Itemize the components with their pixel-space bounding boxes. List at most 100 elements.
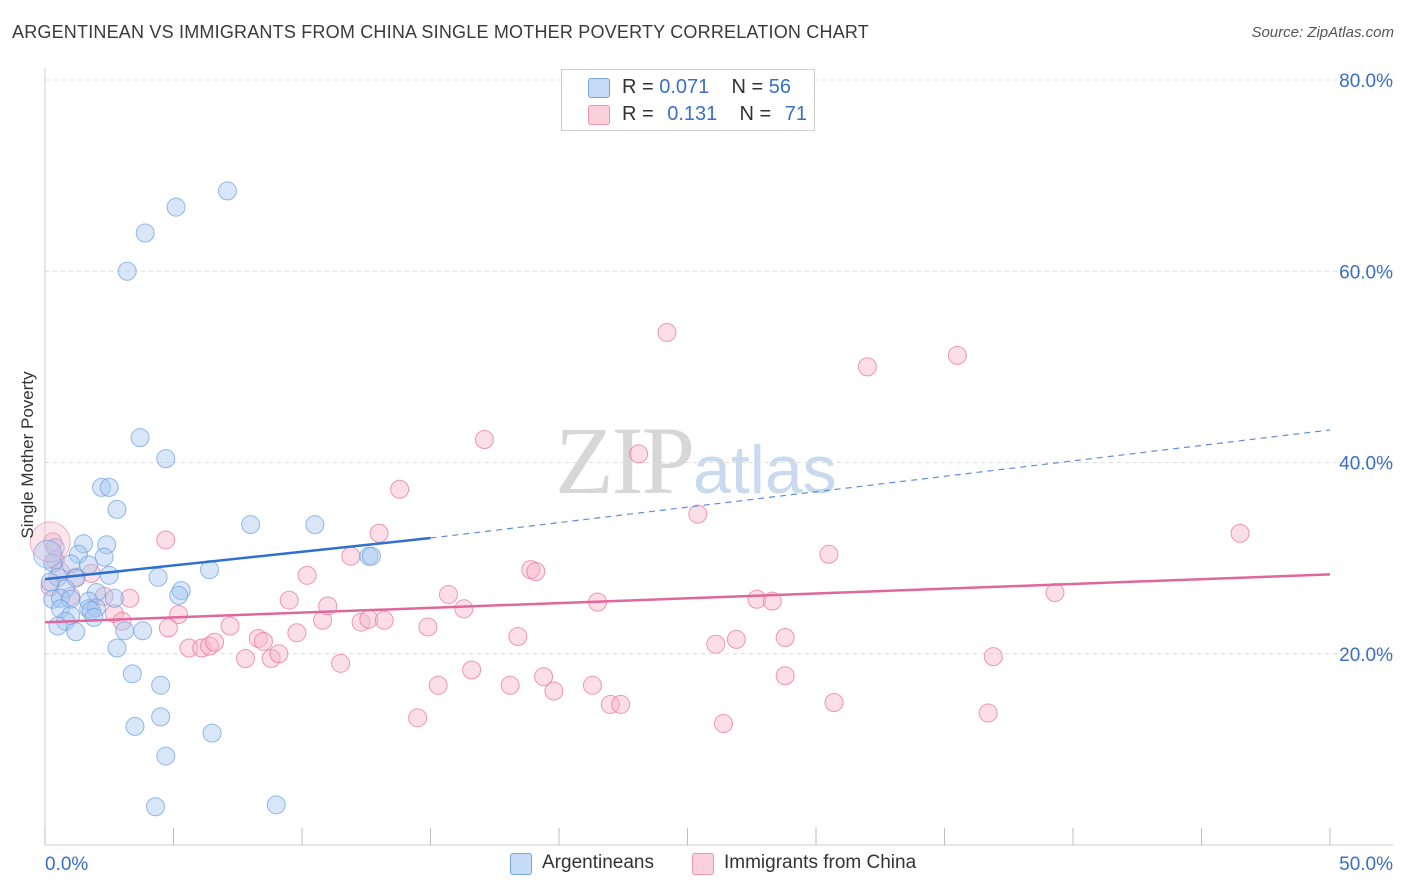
point-argentineans bbox=[92, 477, 112, 497]
point-china bbox=[438, 584, 458, 604]
point-china bbox=[192, 638, 212, 658]
point-argentineans bbox=[33, 539, 63, 569]
point-china bbox=[269, 644, 289, 664]
point-china bbox=[158, 618, 178, 638]
point-argentineans bbox=[68, 544, 88, 564]
point-china bbox=[947, 345, 967, 365]
legend-n-label: N = bbox=[731, 76, 769, 98]
point-china bbox=[428, 675, 448, 695]
point-argentineans bbox=[97, 535, 117, 555]
point-argentineans bbox=[148, 567, 168, 587]
point-argentineans bbox=[74, 534, 94, 554]
point-argentineans bbox=[48, 616, 68, 636]
point-argentineans bbox=[43, 553, 63, 573]
point-argentineans bbox=[122, 664, 142, 684]
point-china bbox=[819, 544, 839, 564]
point-argentineans bbox=[125, 716, 145, 736]
point-china bbox=[156, 530, 176, 550]
point-china bbox=[706, 634, 726, 654]
legend-r-value: 0.131 bbox=[667, 103, 718, 125]
point-argentineans bbox=[241, 515, 261, 535]
point-china bbox=[169, 605, 189, 625]
point-china bbox=[474, 430, 494, 450]
point-argentineans bbox=[305, 515, 325, 535]
point-china bbox=[534, 667, 554, 687]
point-china bbox=[983, 647, 1003, 667]
point-china bbox=[857, 357, 877, 377]
point-china bbox=[500, 675, 520, 695]
point-argentineans bbox=[79, 555, 99, 575]
data-points bbox=[29, 181, 1250, 817]
point-china bbox=[279, 590, 299, 610]
point-china bbox=[235, 649, 255, 669]
point-argentineans bbox=[99, 477, 119, 497]
point-argentineans bbox=[151, 675, 171, 695]
grid-lines bbox=[45, 79, 1393, 655]
trend-lines bbox=[44, 429, 1331, 624]
point-china bbox=[454, 599, 474, 619]
legend-n-value: 56 bbox=[768, 76, 792, 98]
x-tick-label: 0.0% bbox=[45, 854, 88, 875]
legend-r-label: R = bbox=[622, 103, 660, 125]
y-tick-label: 20.0% bbox=[1339, 645, 1393, 666]
legend-swatch-argentineans bbox=[588, 78, 610, 98]
point-china bbox=[253, 631, 273, 651]
legend-label-argentineans: Argentineans bbox=[542, 852, 654, 873]
point-argentineans bbox=[202, 723, 222, 743]
point-argentineans bbox=[146, 797, 166, 817]
y-tick-label: 40.0% bbox=[1339, 454, 1393, 475]
trend-line-argentineans bbox=[44, 536, 431, 581]
legend-swatch-china bbox=[692, 853, 714, 875]
point-china bbox=[199, 636, 219, 656]
point-china bbox=[775, 627, 795, 647]
point-argentineans bbox=[133, 621, 153, 641]
point-china bbox=[104, 604, 124, 624]
point-argentineans bbox=[117, 261, 137, 281]
trend-line-china bbox=[44, 573, 1331, 624]
point-china bbox=[775, 666, 795, 686]
point-china bbox=[762, 591, 782, 611]
point-china bbox=[1045, 583, 1065, 603]
point-argentineans bbox=[99, 565, 119, 585]
point-china bbox=[351, 612, 371, 632]
point-china bbox=[544, 681, 564, 701]
point-china bbox=[688, 504, 708, 524]
point-argentineans bbox=[104, 588, 124, 608]
point-argentineans bbox=[217, 181, 237, 201]
legend-swatch-china bbox=[588, 105, 610, 125]
x-tick-label: 50.0% bbox=[1339, 854, 1393, 875]
point-china bbox=[29, 521, 71, 563]
source-credit: Source: ZipAtlas.com bbox=[1251, 24, 1394, 41]
point-china bbox=[341, 546, 361, 566]
point-china bbox=[374, 610, 394, 630]
point-china bbox=[726, 629, 746, 649]
y-axis-label: Single Mother Poverty bbox=[18, 371, 37, 539]
point-argentineans bbox=[115, 621, 135, 641]
point-argentineans bbox=[169, 585, 189, 605]
point-argentineans bbox=[107, 638, 127, 658]
watermark-atlas: atlas bbox=[693, 432, 837, 508]
point-china bbox=[331, 653, 351, 673]
legend-label-china: Immigrants from China bbox=[724, 852, 917, 873]
legend-r-value: 0.071 bbox=[659, 76, 710, 98]
point-china bbox=[297, 565, 317, 585]
legend-n-value: 71 bbox=[784, 103, 808, 125]
point-argentineans bbox=[107, 499, 127, 519]
point-china bbox=[220, 616, 240, 636]
point-argentineans bbox=[94, 547, 114, 567]
point-china bbox=[824, 693, 844, 713]
point-china bbox=[418, 617, 438, 637]
watermark-zip: ZIP bbox=[555, 407, 695, 514]
point-china bbox=[611, 694, 631, 714]
point-argentineans bbox=[166, 197, 186, 217]
legend-swatch-argentineans bbox=[510, 853, 532, 875]
stats-legend: R = 0.071 N = 56 R = 0.131 N = 71 bbox=[561, 69, 815, 131]
point-argentineans bbox=[135, 223, 155, 243]
chart-title: ARGENTINEAN VS IMMIGRANTS FROM CHINA SIN… bbox=[12, 22, 869, 42]
legend-r-label: R = bbox=[622, 76, 660, 98]
point-china bbox=[287, 623, 307, 643]
point-china bbox=[508, 627, 528, 647]
point-china bbox=[1230, 523, 1250, 543]
point-argentineans bbox=[50, 588, 70, 608]
